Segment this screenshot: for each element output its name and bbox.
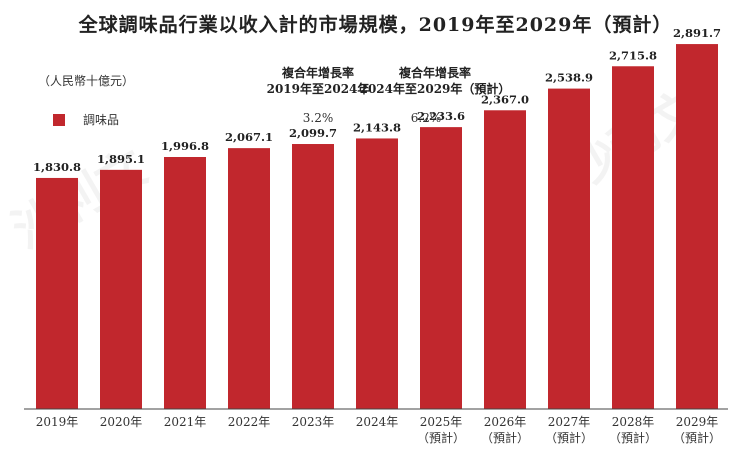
cagr-header-1-line2: 2019年至2024年 (266, 82, 370, 96)
x-tick-label: 2022年 (228, 415, 271, 429)
legend-label: 調味品 (83, 113, 120, 127)
x-tick-label: 2026年 (484, 415, 527, 429)
x-tick-sublabel: （預計） (545, 430, 593, 445)
x-tick-label: 2027年 (548, 415, 591, 429)
bar-value-label: 2,538.9 (545, 71, 593, 85)
bar (292, 144, 334, 409)
cagr-header-2-line2: 2024年至2029年（預計） (359, 82, 511, 96)
bar-value-label: 1,830.8 (33, 160, 81, 174)
legend: 調味品 (53, 111, 119, 128)
bar (36, 177, 78, 409)
x-tick-label: 2021年 (164, 415, 207, 429)
bar-value-label: 1,996.8 (161, 139, 209, 153)
x-tick-label: 2020年 (100, 415, 143, 429)
x-tick-label: 2029年 (676, 415, 719, 429)
bar (356, 138, 398, 409)
bar-value-label: 1,895.1 (97, 152, 145, 166)
bar-value-label: 2,233.6 (417, 109, 465, 123)
bar-value-label: 2,143.8 (353, 120, 401, 134)
x-tick-label: 2023年 (292, 415, 335, 429)
chart-title: 全球調味品行業以收入計的市場規模，2019年至2029年（預計） (78, 14, 673, 36)
bar (676, 44, 718, 410)
x-tick-sublabel: （預計） (609, 430, 657, 445)
cagr-header-1-line1: 複合年增長率 (281, 66, 354, 80)
bar (484, 110, 526, 409)
bar (100, 169, 142, 409)
cagr-value-2: 6.2% (410, 111, 442, 125)
bar-value-label: 2,367.0 (481, 92, 529, 106)
x-tick-sublabel: （預計） (417, 430, 465, 445)
bar-value-label: 2,891.7 (673, 26, 721, 40)
x-tick-sublabel: （預計） (673, 430, 721, 445)
unit-label: （人民幣十億元） (38, 74, 135, 88)
cagr-header-1: 複合年增長率 2019年至2024年 (248, 65, 388, 97)
x-tick-label: 2028年 (612, 415, 655, 429)
bar (612, 66, 654, 409)
bar-value-label: 2,067.1 (225, 130, 273, 144)
legend-swatch (53, 113, 65, 126)
cagr-value-1: 3.2% (302, 111, 334, 125)
bar (548, 88, 590, 409)
x-tick-label: 2024年 (356, 415, 399, 429)
bar-value-label: 2,099.7 (289, 126, 337, 140)
bar (164, 157, 206, 409)
x-tick-sublabel: （預計） (481, 430, 529, 445)
bar (228, 148, 270, 410)
x-tick-label: 2025年 (420, 415, 463, 429)
x-tick-label: 2019年 (36, 415, 79, 429)
cagr-header-2: 複合年增長率 2024年至2029年（預計） (350, 65, 520, 97)
cagr-header-2-line1: 複合年增長率 (398, 66, 471, 80)
bar (420, 127, 462, 409)
bar-value-label: 2,715.8 (609, 48, 657, 62)
